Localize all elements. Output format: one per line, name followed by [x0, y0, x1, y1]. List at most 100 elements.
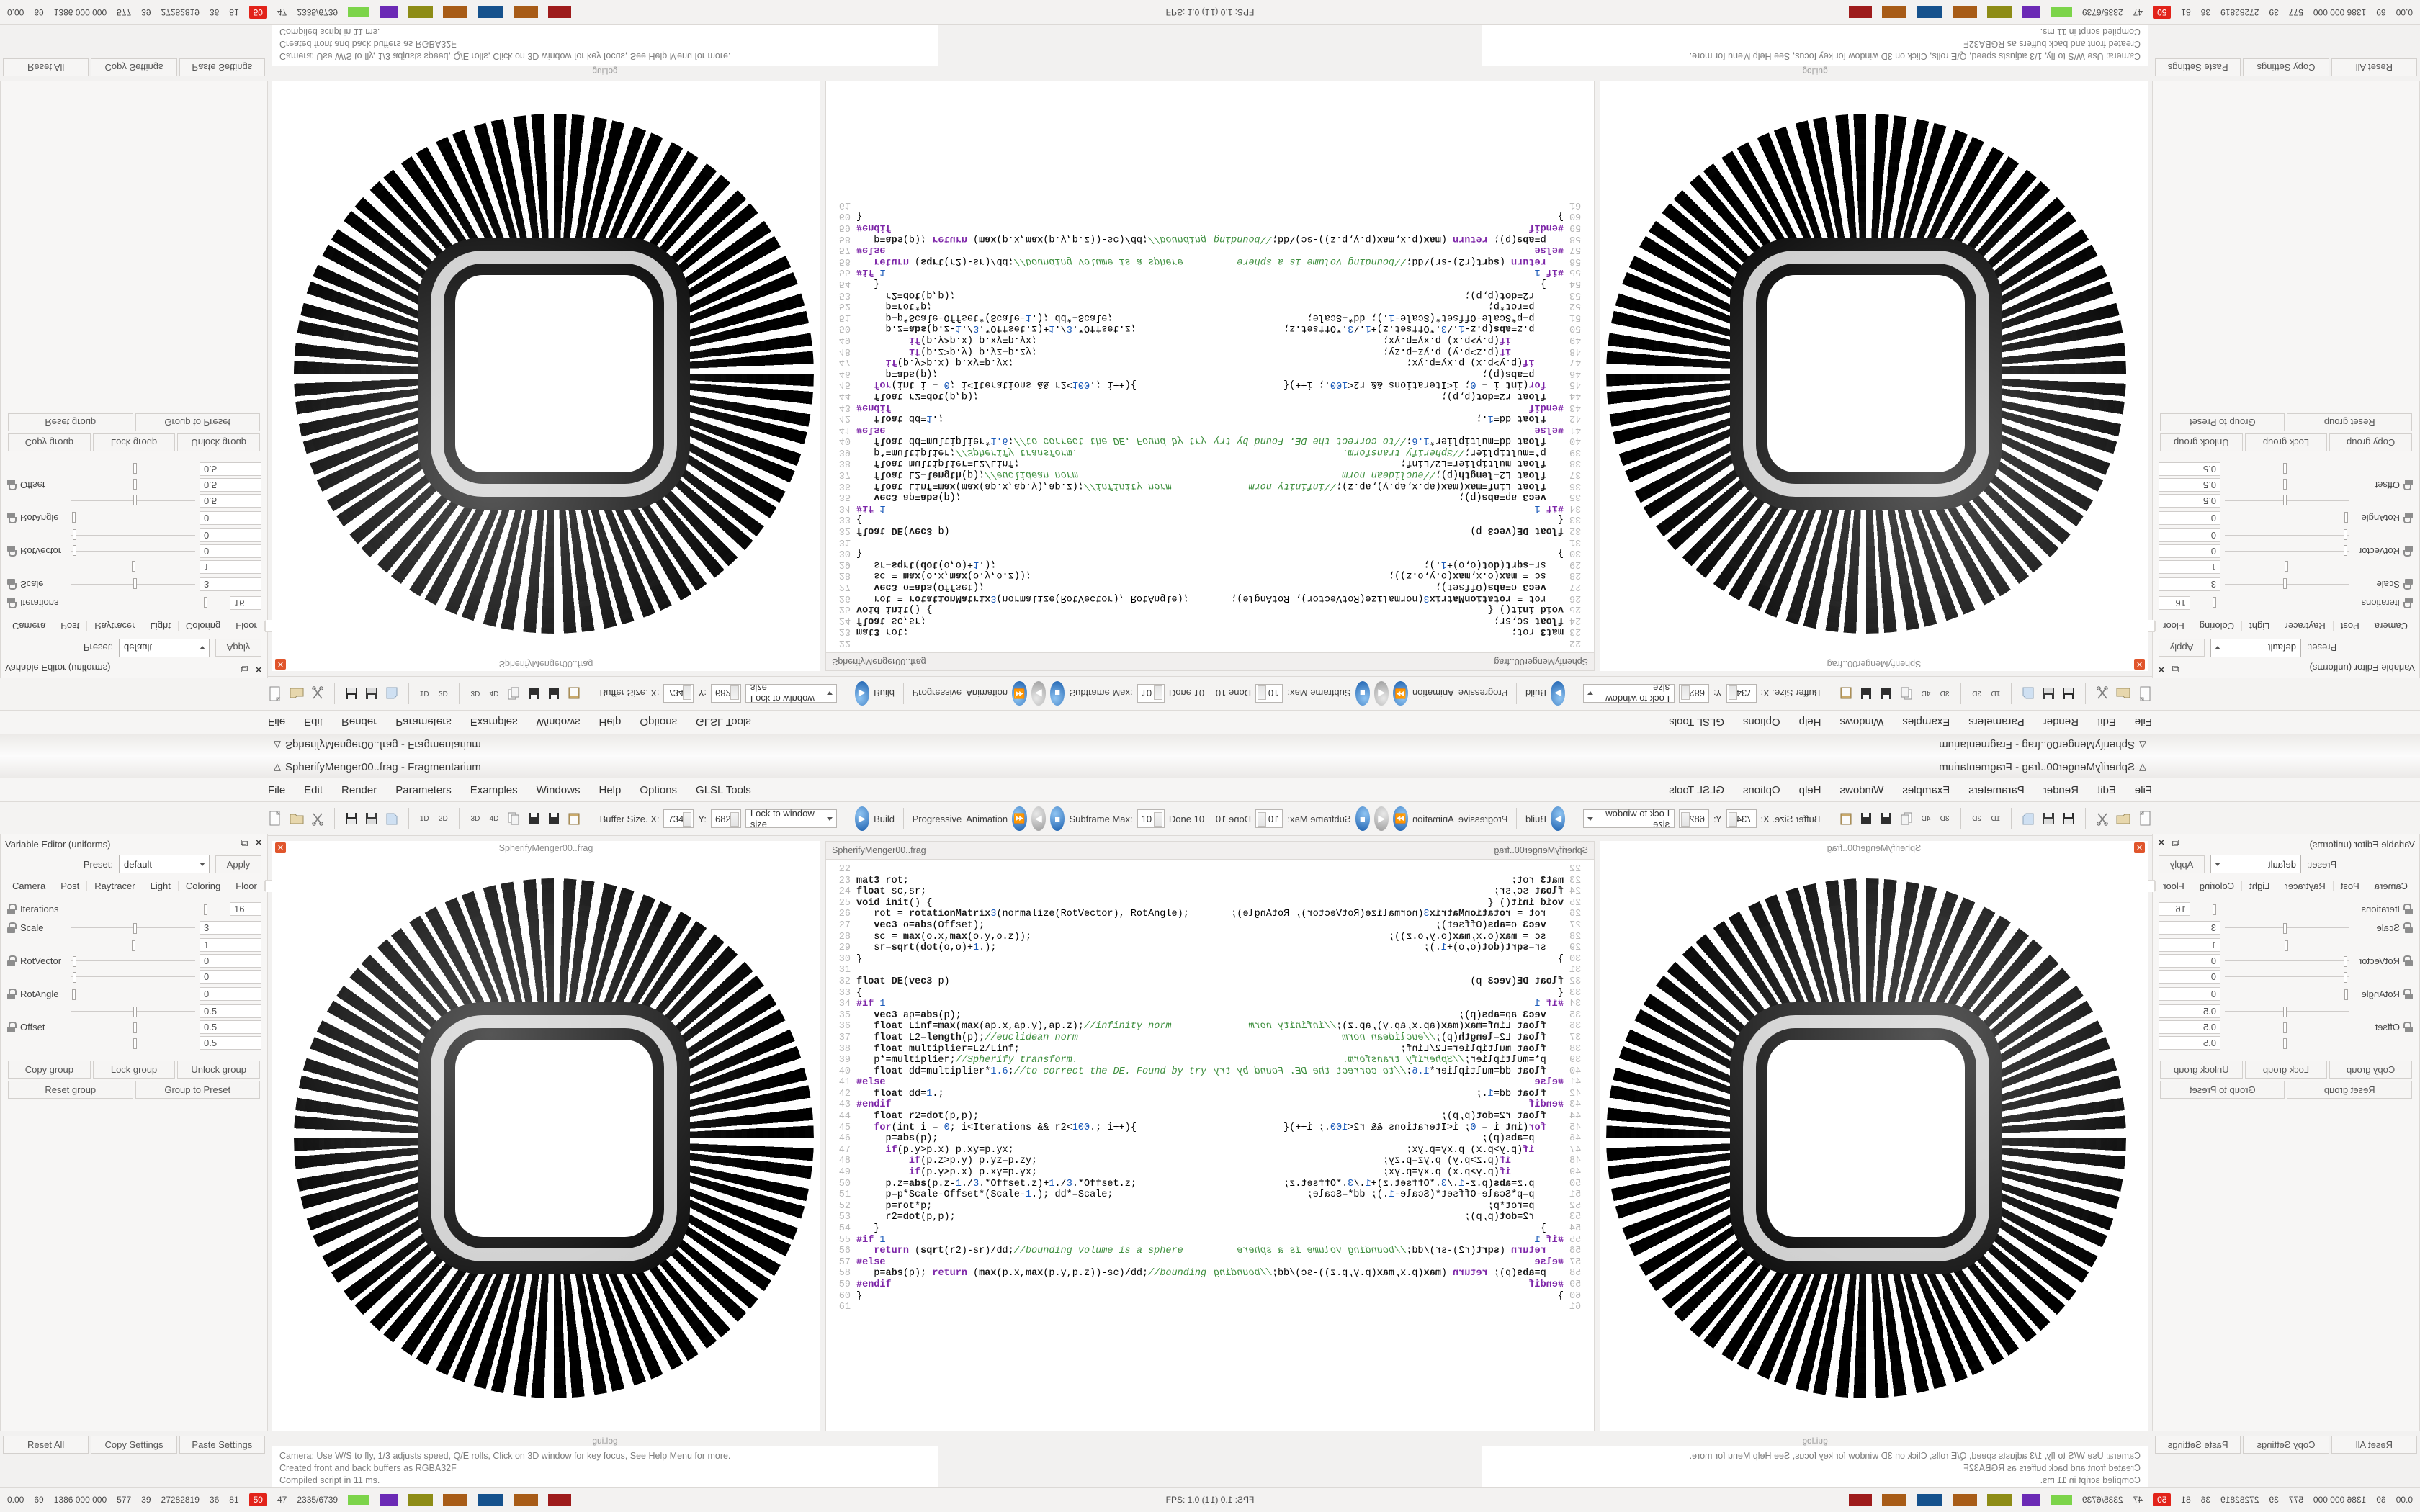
param-rotangle-slider[interactable] [2225, 989, 2349, 1000]
new-file-icon[interactable] [2136, 807, 2152, 830]
copy-icon[interactable] [506, 807, 521, 830]
copy-group-button[interactable]: Copy group [8, 1061, 91, 1079]
param-offset-x-slider[interactable] [71, 495, 195, 506]
stop-button[interactable]: ■ [1049, 806, 1065, 831]
reset-group-button[interactable]: Reset group [8, 413, 133, 431]
tab-coloring[interactable]: Coloring [179, 880, 229, 891]
param-offset-y-slider[interactable] [71, 479, 195, 490]
zoom-2d-button[interactable]: 2D [436, 807, 450, 830]
lock-icon[interactable] [6, 513, 17, 524]
param-rotvector-z-slider[interactable] [2225, 971, 2349, 983]
tab-camera[interactable]: Camera [5, 880, 54, 891]
param-rotvector-y[interactable]: RotVector 0 [2153, 953, 2419, 968]
paste-settings-button[interactable]: Paste Settings [2155, 1436, 2241, 1454]
param-rotangle-slider[interactable] [2225, 512, 2349, 523]
param-offset-x[interactable]: 0.5 [2153, 493, 2419, 509]
menu-help[interactable]: Help [599, 716, 622, 729]
menu-parameters[interactable]: Parameters [1968, 783, 2025, 796]
param-iterations[interactable]: Iterations 16 [1, 899, 267, 918]
editor-tab[interactable]: SpherifyMenger00..frag [1494, 657, 1588, 667]
play-back-button[interactable]: ◀ [1031, 806, 1046, 831]
reset-group-button[interactable]: Reset group [8, 1081, 133, 1099]
lock-icon[interactable] [6, 480, 17, 491]
subframe-max-input[interactable]: 10 [1137, 684, 1165, 703]
param-rotangle[interactable]: RotAngle 0 [2153, 509, 2419, 528]
new-file-icon[interactable] [268, 807, 284, 830]
menu-file[interactable]: File [2134, 716, 2152, 729]
copy-group-button[interactable]: Copy group [2329, 433, 2412, 451]
lock-group-button[interactable]: Lock group [2244, 433, 2328, 451]
stop-button[interactable]: ■ [1049, 681, 1065, 706]
param-offset-x-slider[interactable] [2225, 1006, 2349, 1017]
param-scale-slider[interactable] [71, 578, 195, 590]
lock-group-button[interactable]: Lock group [92, 433, 176, 451]
save-all-icon[interactable] [2020, 682, 2036, 705]
save-all-icon[interactable] [384, 682, 400, 705]
param-offset-y-value[interactable]: 0.5 [2159, 478, 2220, 492]
param-offset-y[interactable]: Offset 0.5 [1, 1019, 267, 1035]
tab-light[interactable]: Light [2241, 880, 2277, 891]
menu-glsl-tools[interactable]: GLSL Tools [696, 716, 751, 729]
tab-camera[interactable]: Camera [2366, 621, 2415, 632]
build-button[interactable]: ▶ [854, 806, 870, 831]
close-icon[interactable]: ✕ [275, 842, 286, 853]
tab-coloring[interactable]: Coloring [2191, 880, 2242, 891]
menu-help[interactable]: Help [599, 783, 622, 796]
paste-settings-button[interactable]: Paste Settings [179, 58, 265, 76]
zoom-1d-button[interactable]: 1D [1989, 682, 2003, 705]
param-rotangle-value[interactable]: 0 [200, 986, 261, 1001]
param-iterations[interactable]: Iterations 16 [2153, 594, 2419, 613]
param-rotvector-x[interactable]: 1 [1, 559, 267, 575]
stop-button[interactable]: ■ [1355, 806, 1371, 831]
copy-icon[interactable] [1899, 682, 1914, 705]
param-rotangle-value[interactable]: 0 [2159, 511, 2220, 526]
lock-icon[interactable] [2403, 955, 2414, 966]
zoom-3d-button[interactable]: 3D [468, 682, 483, 705]
paste-icon[interactable] [1838, 682, 1854, 705]
param-rotvector-z-value[interactable]: 0 [200, 969, 261, 984]
param-scale[interactable]: Scale 3 [1, 575, 267, 594]
param-rotangle[interactable]: RotAngle 0 [1, 984, 267, 1003]
buffer-x-input[interactable]: 734 [1726, 684, 1757, 703]
restore-icon[interactable]: ⧉ [2172, 664, 2179, 675]
buffer-y-input[interactable]: 682 [1679, 809, 1710, 828]
copy-settings-button[interactable]: Copy Settings [91, 58, 177, 76]
param-scale-value[interactable]: 3 [200, 577, 261, 592]
menu-windows[interactable]: Windows [536, 783, 581, 796]
lock-icon[interactable] [2403, 546, 2414, 557]
param-rotvector-x-slider[interactable] [71, 940, 195, 951]
tab-raytracer[interactable]: Raytracer [87, 880, 143, 891]
buffer-x-input[interactable]: 734 [663, 809, 694, 828]
lock-icon[interactable] [2403, 598, 2414, 609]
lock-icon[interactable] [6, 922, 17, 933]
param-iterations-slider[interactable] [2195, 904, 2349, 915]
open-folder-icon[interactable] [2115, 682, 2132, 705]
group-to-preset-button[interactable]: Group to Preset [2160, 1081, 2285, 1099]
param-offset-x[interactable]: 0.5 [1, 1003, 267, 1019]
unlock-group-button[interactable]: Unlock group [177, 433, 261, 451]
tab-floor[interactable]: Floor [2155, 621, 2192, 632]
preset-combo[interactable]: default [2210, 639, 2301, 657]
param-offset-z-slider[interactable] [71, 463, 195, 474]
menu-examples[interactable]: Examples [1902, 716, 1950, 729]
apply-button[interactable]: Apply [215, 639, 261, 657]
tab-camera[interactable]: Camera [5, 621, 54, 632]
param-rotvector-z[interactable]: 0 [1, 528, 267, 544]
lock-to-window-size-combo[interactable]: Lock to window size [1583, 808, 1675, 829]
menu-examples[interactable]: Examples [1902, 783, 1950, 796]
undo-icon[interactable] [526, 807, 542, 830]
build-button[interactable]: ▶ [1550, 806, 1566, 831]
param-rotvector-x-slider[interactable] [71, 561, 195, 572]
tab-coloring[interactable]: Coloring [178, 621, 229, 632]
param-scale[interactable]: Scale 3 [2153, 575, 2419, 594]
tab-camera[interactable]: Camera [2366, 880, 2415, 891]
tab-light[interactable]: Light [2241, 621, 2277, 632]
lock-group-button[interactable]: Lock group [92, 1061, 176, 1079]
param-offset-z-slider[interactable] [71, 1038, 195, 1049]
copy-settings-button[interactable]: Copy Settings [2243, 58, 2329, 76]
subframe-max-input[interactable]: 10 [1255, 684, 1283, 703]
subframe-max-input[interactable]: 10 [1137, 809, 1165, 828]
zoom-4d-button[interactable]: 4D [1919, 807, 1933, 830]
menu-render[interactable]: Render [2043, 783, 2079, 796]
